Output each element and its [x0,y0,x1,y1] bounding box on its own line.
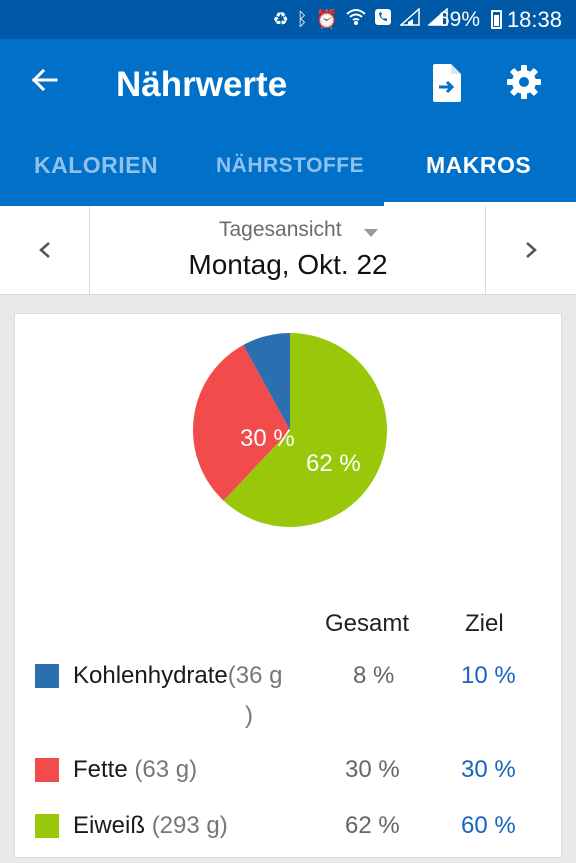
pie-slice-fette [192,344,290,501]
macro-pie-chart: 30 % 62 % [192,333,387,527]
column-header-total: Gesamt [325,610,410,637]
signal-icon [427,7,448,31]
legend-swatch-fette [35,758,59,782]
recycle-icon: ♻ [272,9,289,29]
pie-label-eiweiss: 62 % [306,450,361,477]
phone-icon [374,8,392,31]
macro-name: Eiweiß (293 g) [73,812,228,840]
app-bar: Nährwerte [0,39,576,124]
clock: 18:38 [506,7,562,32]
macro-goal: 30 % [461,756,516,783]
view-mode-dropdown[interactable]: Tagesansicht [219,218,342,241]
pie-label-fette: 30 % [240,425,295,452]
macro-amount: (63 g) [134,756,198,783]
tab-makros[interactable]: MAKROS [426,152,532,178]
alarm-icon: ⏰ [315,9,338,29]
tab-naehrstoffe[interactable]: NÄHRSTOFFE [216,154,365,177]
macro-amount: (36 g [227,662,283,689]
macro-name: Kohlenhydrate(36 g [73,662,282,690]
macros-card: 30 % 62 % Gesamt Ziel Kohlenhydrate(36 g… [14,313,562,858]
wifi-icon [346,8,366,31]
previous-day-button[interactable] [0,206,90,294]
dropdown-caret-icon [364,229,378,237]
tab-kalorien[interactable]: KALORIEN [34,152,159,178]
chevron-right-icon [526,242,537,258]
macro-amount-wrap: ) [245,702,253,729]
macro-label: Fette [73,756,128,783]
macro-amount: (293 g) [151,812,228,839]
macro-label: Eiweiß [73,812,146,839]
status-icons: ♻ ᛒ ⏰ [272,7,448,31]
export-document-icon[interactable] [430,63,464,103]
macro-name: Fette (63 g) [73,756,197,784]
macro-goal: 60 % [461,812,516,839]
date-navigator: Tagesansicht Montag, Okt. 22 [0,206,576,295]
column-header-goal: Ziel [465,610,504,637]
battery-percentage: 69% [437,8,480,31]
pie-slice-eiweiss [223,333,387,527]
macro-total: 62 % [345,812,400,839]
active-tab-indicator [384,202,576,206]
status-bar: ♻ ᛒ ⏰ 69% 18:38 [0,0,576,39]
macro-label: Kohlenhydrate [73,662,228,689]
bluetooth-icon: ᛒ [296,9,308,29]
signal-icon [399,7,420,31]
next-day-button[interactable] [485,206,576,294]
page-title: Nährwerte [116,65,288,104]
tab-bar: KALORIEN NÄHRSTOFFE MAKROS [0,124,576,206]
battery-icon [491,10,502,29]
settings-gear-icon[interactable] [505,63,543,101]
legend-swatch-kohlenhydrate [35,664,59,688]
macro-total: 8 % [353,662,395,689]
macro-goal: 10 % [461,662,516,689]
legend-swatch-eiweiss [35,814,59,838]
back-arrow-icon[interactable] [28,63,62,97]
current-date: Montag, Okt. 22 [188,249,388,280]
pie-slice-kohlenhydrate [243,333,290,430]
macro-total: 30 % [345,756,400,783]
chevron-left-icon [38,242,50,258]
